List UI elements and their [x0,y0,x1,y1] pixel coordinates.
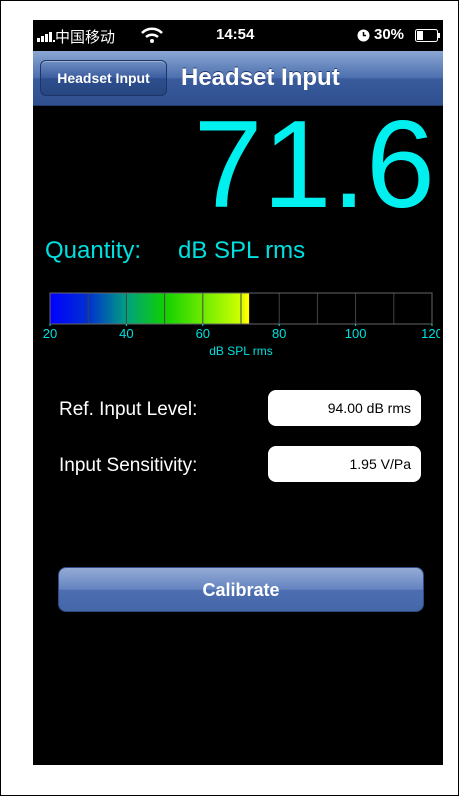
meter-border [49,292,433,325]
status-bar: 中国移动 14:54 30% [33,20,443,51]
battery-percent: 30% [374,26,405,43]
field-label: Ref. Input Level: [59,399,198,420]
quantity-unit: dB SPL rms [178,237,306,264]
nav-title: Headset Input [181,64,340,91]
tick-label: 20 [43,326,57,341]
meter-fill [50,293,248,324]
meter-unit: dB SPL rms [209,344,273,358]
tick-label: 80 [272,326,286,341]
alarm-icon [357,29,370,42]
field-label: Input Sensitivity: [59,455,198,476]
nav-bar: Headset Input Headset Input [33,51,443,106]
tick-label: 120 [421,326,440,341]
calibrate-button[interactable]: Calibrate [58,567,424,612]
tick-label: 60 [196,326,210,341]
carrier: 中国移动 [55,29,116,46]
phone-screen: 中国移动 14:54 30% Headset Input Headset Inp… [33,20,443,765]
level-meter: 20 40 60 80 100 120 dB SPL rms [43,292,440,358]
battery-icon [415,29,440,42]
wifi-icon [141,27,163,43]
quantity-label: Quantity: [45,237,142,264]
meter-marker [245,293,250,324]
text-field[interactable]: 1.95 V/Pa [268,446,421,482]
text-field[interactable]: 94.00 dB rms [268,390,421,426]
reading-value: 71.6 [193,96,435,234]
signal-icon [37,32,55,42]
clock: 14:54 [216,26,255,43]
tick-label: 40 [119,326,133,341]
tick-label: 100 [345,326,367,341]
back-button[interactable]: Headset Input [40,60,167,96]
